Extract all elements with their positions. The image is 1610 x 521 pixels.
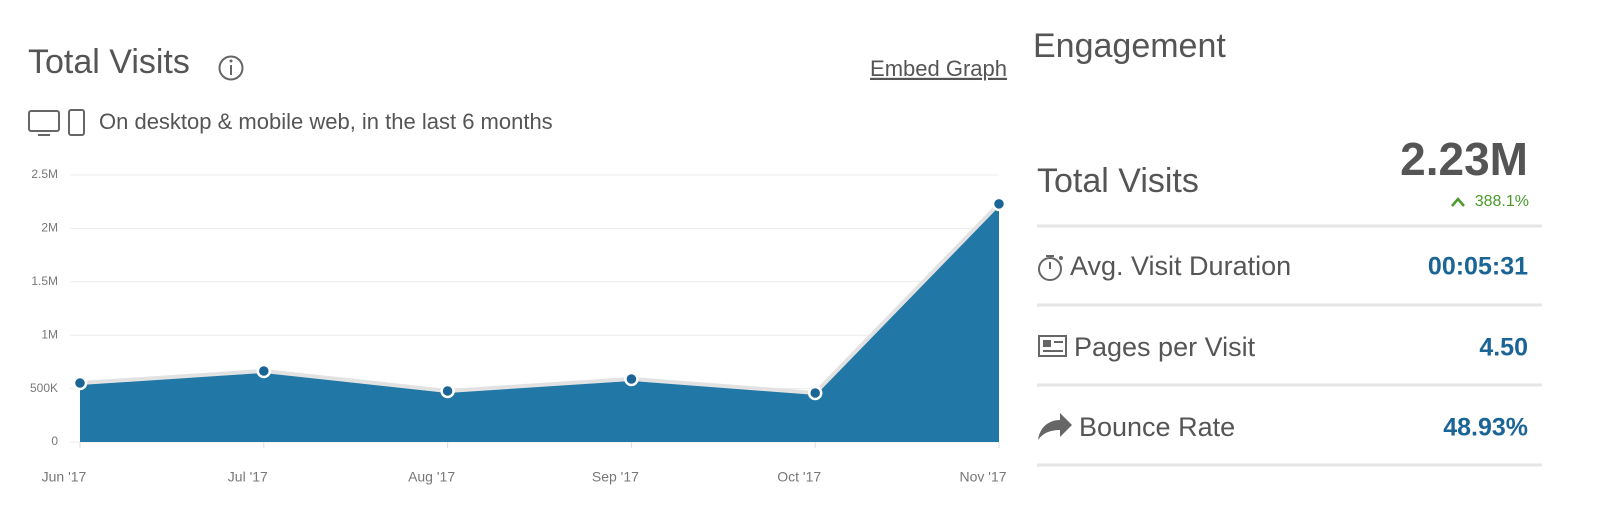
point bbox=[72, 375, 88, 391]
x-tick-label: Sep '17 bbox=[592, 469, 639, 485]
y-tick-label: 1.5M bbox=[31, 274, 58, 288]
area bbox=[80, 203, 999, 442]
pages-icon bbox=[1038, 335, 1067, 357]
point bbox=[991, 196, 1007, 212]
metric-value: 48.93% bbox=[1443, 414, 1528, 442]
y-tick-label: 0 bbox=[51, 434, 58, 448]
up-arrow bbox=[1451, 197, 1465, 207]
bounce-icon bbox=[1038, 413, 1072, 440]
x-tick-label: Nov '17 bbox=[959, 469, 1006, 485]
metric-change: 388.1% bbox=[1475, 193, 1529, 210]
stopwatch-icon bbox=[1038, 255, 1063, 281]
y-tick-label: 500K bbox=[30, 381, 58, 395]
y-tick-label: 1M bbox=[41, 327, 58, 341]
metric-value: 00:05:31 bbox=[1428, 253, 1528, 281]
point bbox=[440, 383, 455, 399]
x-tick-label: Jul '17 bbox=[228, 469, 268, 485]
metric-label: Pages per Visit bbox=[1074, 332, 1256, 362]
metric-value: 4.50 bbox=[1479, 334, 1528, 362]
info-icon[interactable] bbox=[218, 55, 244, 81]
embed-graph-link[interactable]: Embed Graph bbox=[870, 56, 1007, 81]
point bbox=[256, 363, 272, 379]
chart-subtitle: On desktop & mobile web, in the last 6 m… bbox=[99, 109, 553, 134]
x-tick-label: Jun '17 bbox=[42, 469, 87, 485]
point bbox=[807, 385, 823, 401]
point bbox=[624, 371, 639, 387]
chart-title: Total Visits bbox=[28, 43, 190, 81]
metric-value: 2.23M bbox=[1400, 133, 1528, 185]
metric-label: Bounce Rate bbox=[1079, 412, 1235, 442]
line bbox=[79, 202, 1001, 396]
y-tick-label: 2M bbox=[41, 221, 58, 235]
engagement-title: Engagement bbox=[1033, 27, 1226, 65]
x-tick-label: Aug '17 bbox=[408, 469, 455, 485]
metric-label: Avg. Visit Duration bbox=[1070, 251, 1291, 281]
metric-label: Total Visits bbox=[1037, 162, 1199, 200]
device-icons bbox=[28, 109, 85, 136]
x-tick-label: Oct '17 bbox=[777, 469, 821, 485]
y-tick-label: 2.5M bbox=[31, 167, 58, 181]
